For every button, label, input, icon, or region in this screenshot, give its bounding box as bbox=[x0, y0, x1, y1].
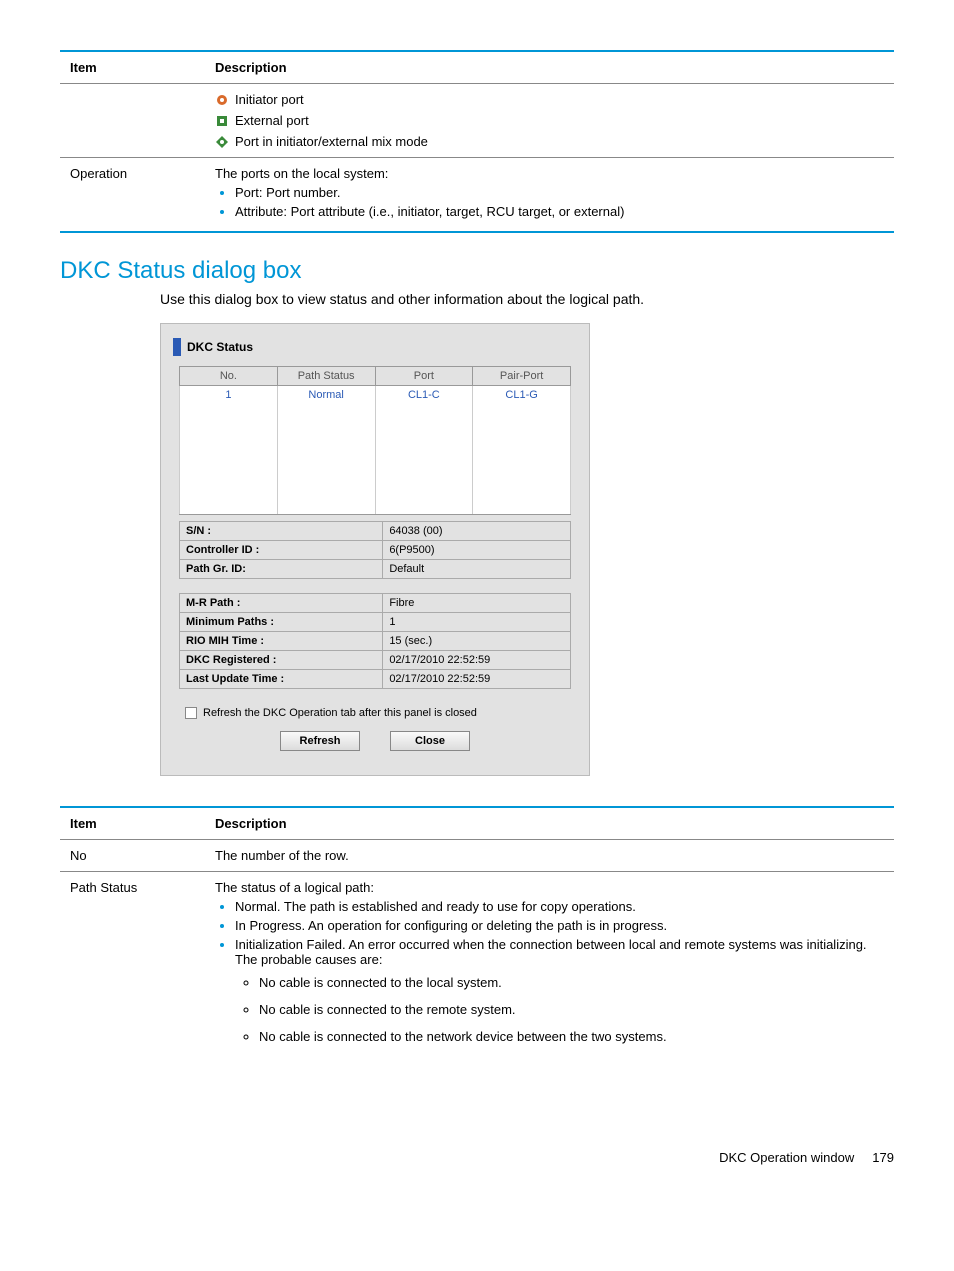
table2-item: No bbox=[60, 839, 205, 871]
page-number: 179 bbox=[872, 1150, 894, 1165]
kv-val: 64038 (00) bbox=[383, 521, 571, 540]
kv-key: DKC Registered : bbox=[180, 650, 383, 669]
kv-val: 15 (sec.) bbox=[383, 631, 571, 650]
path-th-no: No. bbox=[180, 367, 278, 386]
path-cell: 1 bbox=[180, 386, 278, 405]
kv-val: 02/17/2010 22:52:59 bbox=[383, 669, 571, 688]
kv-key: Last Update Time : bbox=[180, 669, 383, 688]
table1-item: Operation bbox=[60, 158, 205, 233]
refresh-checkbox-label: Refresh the DKC Operation tab after this… bbox=[203, 707, 477, 719]
list-item: No cable is connected to the local syste… bbox=[259, 975, 884, 990]
table-row: Path Status The status of a logical path… bbox=[60, 871, 894, 1056]
table2-header-item: Item bbox=[60, 807, 205, 840]
footer-text: DKC Operation window bbox=[719, 1150, 854, 1165]
status-description-table: Item Description No The number of the ro… bbox=[60, 806, 894, 1056]
refresh-button[interactable]: Refresh bbox=[280, 731, 360, 751]
kv-key: Controller ID : bbox=[180, 540, 383, 559]
table2-header-desc: Description bbox=[205, 807, 894, 840]
list-item: No cable is connected to the remote syst… bbox=[259, 1002, 884, 1017]
kv-key: Minimum Paths : bbox=[180, 612, 383, 631]
table-row: Last Update Time : 02/17/2010 22:52:59 bbox=[180, 669, 571, 688]
table2-desc: The number of the row. bbox=[205, 839, 894, 871]
list-item: Initialization Failed. An error occurred… bbox=[235, 937, 884, 967]
path-cell: Normal bbox=[277, 386, 375, 405]
close-button[interactable]: Close bbox=[390, 731, 470, 751]
port-description-table: Item Description Initiator port bbox=[60, 50, 894, 233]
list-item: In Progress. An operation for configurin… bbox=[235, 918, 884, 933]
kv-table-2: M-R Path : Fibre Minimum Paths : 1 RIO M… bbox=[179, 593, 571, 689]
table-row: Operation The ports on the local system:… bbox=[60, 158, 894, 233]
dkc-status-dialog: DKC Status No. Path Status Port Pair-Por… bbox=[160, 323, 590, 776]
list-item: Port: Port number. bbox=[235, 185, 884, 200]
kv-val: 1 bbox=[383, 612, 571, 631]
table2-lead: The status of a logical path: bbox=[215, 880, 884, 895]
path-cell: CL1-C bbox=[375, 386, 473, 405]
table1-header-item: Item bbox=[60, 51, 205, 84]
table-row: Path Gr. ID: Default bbox=[180, 559, 571, 578]
port-icon-label: Initiator port bbox=[235, 92, 304, 107]
port-icon-label: External port bbox=[235, 113, 309, 128]
table-row[interactable]: 1 Normal CL1-C CL1-G bbox=[180, 386, 571, 405]
kv-val: 02/17/2010 22:52:59 bbox=[383, 650, 571, 669]
kv-val: Default bbox=[383, 559, 571, 578]
kv-key: M-R Path : bbox=[180, 593, 383, 612]
port-icon-label: Port in initiator/external mix mode bbox=[235, 134, 428, 149]
table1-lead: The ports on the local system: bbox=[215, 166, 884, 181]
list-item: Normal. The path is established and read… bbox=[235, 899, 884, 914]
dialog-title: DKC Status bbox=[187, 340, 253, 354]
table1-header-desc: Description bbox=[205, 51, 894, 84]
table-row: Controller ID : 6(P9500) bbox=[180, 540, 571, 559]
table-row: Initiator port External port Port in ini… bbox=[60, 84, 894, 158]
path-cell: CL1-G bbox=[473, 386, 571, 405]
kv-key: RIO MIH Time : bbox=[180, 631, 383, 650]
table-row: Minimum Paths : 1 bbox=[180, 612, 571, 631]
mix-port-icon bbox=[215, 135, 229, 149]
list-item: No cable is connected to the network dev… bbox=[259, 1029, 884, 1044]
initiator-port-icon bbox=[215, 93, 229, 107]
refresh-checkbox[interactable] bbox=[185, 707, 197, 719]
path-th-port: Port bbox=[375, 367, 473, 386]
kv-key: Path Gr. ID: bbox=[180, 559, 383, 578]
list-item: Attribute: Port attribute (i.e., initiat… bbox=[235, 204, 884, 219]
table2-item: Path Status bbox=[60, 871, 205, 1056]
table-row: No The number of the row. bbox=[60, 839, 894, 871]
path-th-status: Path Status bbox=[277, 367, 375, 386]
external-port-icon bbox=[215, 114, 229, 128]
title-stripe-icon bbox=[173, 338, 181, 356]
table-row: DKC Registered : 02/17/2010 22:52:59 bbox=[180, 650, 571, 669]
path-status-table: No. Path Status Port Pair-Port 1 Normal … bbox=[179, 366, 571, 515]
page-footer: DKC Operation window 179 bbox=[0, 1120, 954, 1165]
table-row: S/N : 64038 (00) bbox=[180, 521, 571, 540]
table-row: RIO MIH Time : 15 (sec.) bbox=[180, 631, 571, 650]
kv-table-1: S/N : 64038 (00) Controller ID : 6(P9500… bbox=[179, 521, 571, 579]
kv-val: Fibre bbox=[383, 593, 571, 612]
section-intro: Use this dialog box to view status and o… bbox=[160, 291, 894, 307]
table-row: M-R Path : Fibre bbox=[180, 593, 571, 612]
path-th-pairport: Pair-Port bbox=[473, 367, 571, 386]
section-title: DKC Status dialog box bbox=[60, 257, 894, 285]
kv-val: 6(P9500) bbox=[383, 540, 571, 559]
kv-key: S/N : bbox=[180, 521, 383, 540]
